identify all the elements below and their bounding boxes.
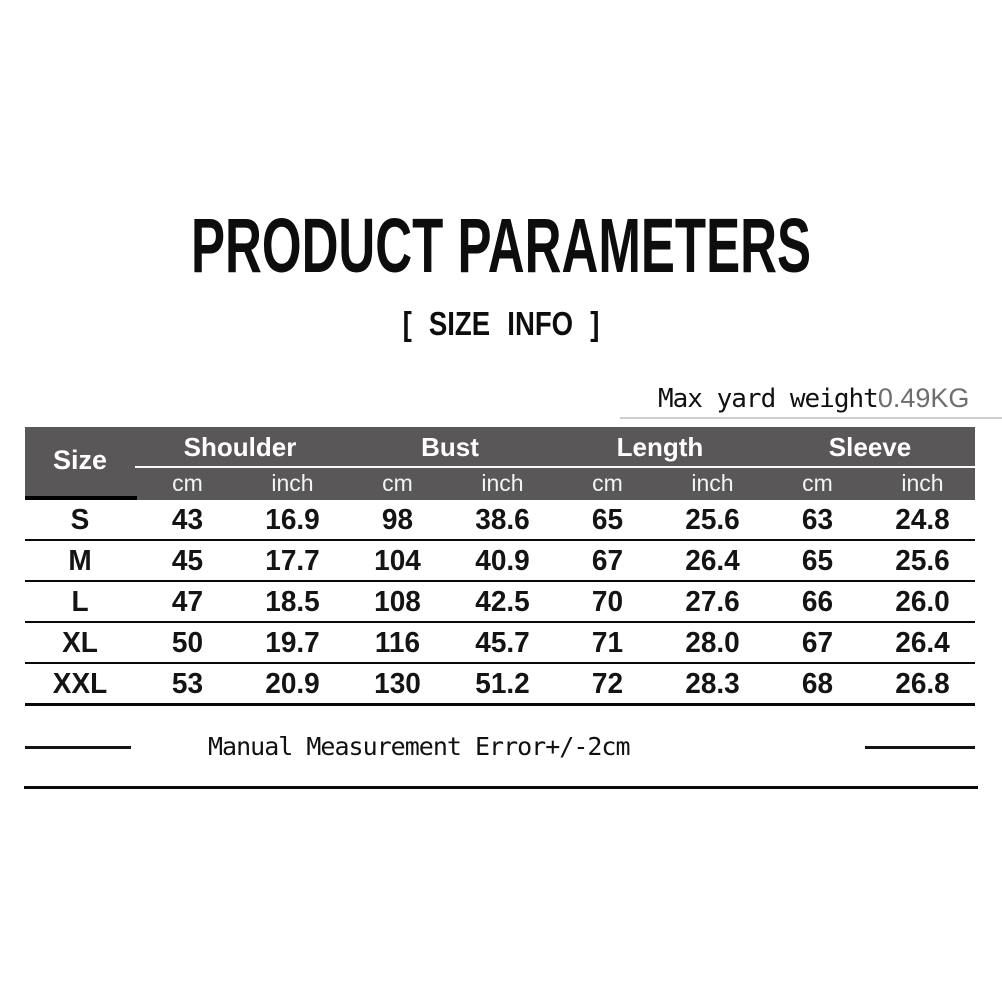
table-cell: 65 <box>591 503 624 535</box>
unit-header-cm: cm <box>802 470 833 496</box>
unit-header-cm: cm <box>172 470 203 496</box>
size-info-subtitle: [ SIZE INFO ] <box>402 306 600 343</box>
table-row-xxl: XXL 53 20.9 130 51.2 72 28.3 68 26.8 <box>25 664 975 706</box>
size-label: S <box>70 503 90 535</box>
unit-header-inch: inch <box>901 470 944 496</box>
table-cell: 43 <box>171 503 204 535</box>
size-label: L <box>71 585 89 617</box>
column-group-shoulder: Shoulder <box>183 431 297 462</box>
unit-header-cm: cm <box>592 470 623 496</box>
table-cell: 71 <box>591 626 624 658</box>
table-row-l: L 47 18.5 108 42.5 70 27.6 66 26.0 <box>25 582 975 623</box>
table-cell: 47 <box>171 585 204 617</box>
table-cell: 65 <box>801 544 834 576</box>
table-cell: 16.9 <box>265 503 320 535</box>
size-cell-underline <box>25 496 137 500</box>
table-cell: 98 <box>381 503 414 535</box>
column-group-length: Length <box>616 431 704 462</box>
table-cell: 25.6 <box>895 544 950 576</box>
table-row-xl: XL 50 19.7 116 45.7 71 28.0 67 26.4 <box>25 623 975 664</box>
unit-header-inch: inch <box>481 470 524 496</box>
table-cell: 50 <box>171 626 204 658</box>
table-cell: 108 <box>374 585 421 617</box>
column-header-size: Size <box>52 445 108 475</box>
table-cell: 26.0 <box>895 585 950 617</box>
page-title: PRODUCT PARAMETERS <box>190 203 812 290</box>
table-cell: 28.0 <box>685 626 740 658</box>
table-cell: 20.9 <box>265 667 320 699</box>
table-cell: 38.6 <box>475 503 530 535</box>
table-cell: 104 <box>374 544 421 576</box>
table-cell: 66 <box>801 585 834 617</box>
table-cell: 116 <box>374 626 421 658</box>
bottom-rule-line <box>24 786 978 789</box>
table-cell: 25.6 <box>685 503 740 535</box>
table-cell: 45.7 <box>475 626 530 658</box>
size-label: XL <box>62 626 98 658</box>
column-group-bust: Bust <box>421 431 479 462</box>
size-label: XXL <box>52 667 108 699</box>
table-cell: 42.5 <box>475 585 530 617</box>
table-cell: 45 <box>171 544 204 576</box>
table-cell: 17.7 <box>265 544 320 576</box>
table-cell: 26.4 <box>895 626 950 658</box>
table-header: Size Shoulder Bust Length Sleeve cm inch… <box>25 427 975 500</box>
left-rule-segment <box>25 746 131 749</box>
unit-header-cm: cm <box>382 470 413 496</box>
table-row-m: M 45 17.7 104 40.9 67 26.4 65 25.6 <box>25 541 975 582</box>
table-cell: 67 <box>591 544 624 576</box>
table-cell: 24.8 <box>895 503 950 535</box>
max-yard-weight-label: Max yard weight <box>658 384 879 414</box>
weight-note-underline <box>620 417 1002 419</box>
measurement-error-note: Manual Measurement Error+/-2cm <box>208 732 631 761</box>
table-cell: 40.9 <box>475 544 530 576</box>
table-cell: 67 <box>801 626 834 658</box>
table-cell: 130 <box>374 667 421 699</box>
table-cell: 18.5 <box>265 585 320 617</box>
unit-header-inch: inch <box>271 470 314 496</box>
table-cell: 63 <box>801 503 834 535</box>
header-divider-line <box>135 466 975 468</box>
table-cell: 53 <box>171 667 204 699</box>
table-cell: 19.7 <box>265 626 320 658</box>
size-label: M <box>68 544 92 576</box>
max-yard-weight-value: 0.49KG <box>877 383 970 413</box>
table-cell: 26.8 <box>895 667 950 699</box>
table-row-s: S 43 16.9 98 38.6 65 25.6 63 24.8 <box>25 500 975 541</box>
table-cell: 68 <box>801 667 834 699</box>
table-cell: 28.3 <box>685 667 740 699</box>
max-yard-weight-note: Max yard weight 0.49KG <box>658 383 969 414</box>
table-cell: 51.2 <box>475 667 530 699</box>
right-rule-segment <box>865 746 975 749</box>
table-cell: 27.6 <box>685 585 740 617</box>
table-cell: 26.4 <box>685 544 740 576</box>
table-cell: 70 <box>591 585 624 617</box>
size-table: Size Shoulder Bust Length Sleeve cm inch… <box>25 427 975 706</box>
unit-header-inch: inch <box>691 470 734 496</box>
table-cell: 72 <box>591 667 624 699</box>
column-group-sleeve: Sleeve <box>828 431 912 462</box>
